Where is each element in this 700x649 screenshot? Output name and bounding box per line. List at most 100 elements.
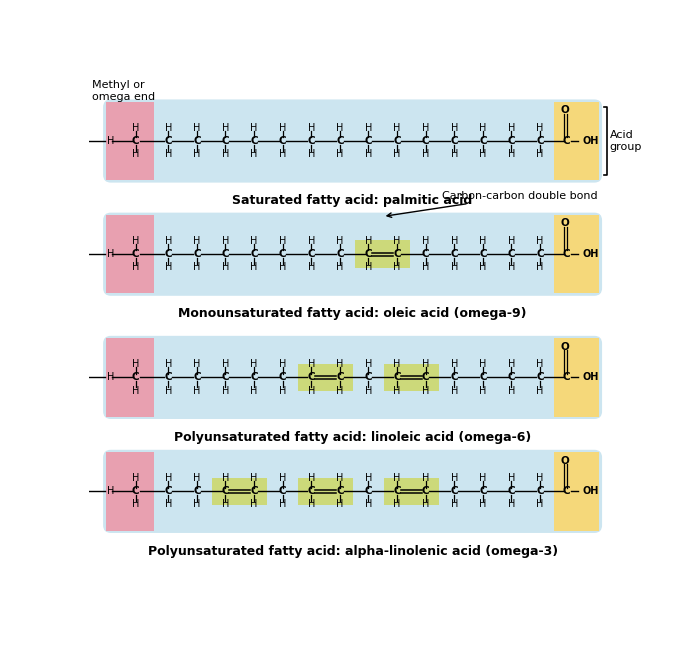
Text: H: H <box>451 500 458 509</box>
Text: H: H <box>536 500 544 509</box>
Text: H: H <box>251 360 258 369</box>
Text: H: H <box>393 149 400 159</box>
Text: H: H <box>508 386 515 395</box>
Text: H: H <box>279 236 286 246</box>
Text: H: H <box>251 123 258 133</box>
Text: H: H <box>222 236 229 246</box>
Text: OH: OH <box>582 373 598 382</box>
Text: H: H <box>307 236 315 246</box>
Text: H: H <box>536 386 544 395</box>
Text: C: C <box>222 136 229 146</box>
Text: H: H <box>479 360 486 369</box>
Text: C: C <box>279 486 286 496</box>
Text: H: H <box>508 500 515 509</box>
Text: H: H <box>107 486 114 496</box>
Text: C: C <box>279 249 286 259</box>
Bar <box>554 452 599 531</box>
Text: H: H <box>393 236 400 246</box>
Text: Polyunsaturated fatty acid: alpha-linolenic acid (omega-3): Polyunsaturated fatty acid: alpha-linole… <box>148 545 558 557</box>
Text: C: C <box>365 249 372 259</box>
Text: C: C <box>307 249 315 259</box>
Text: O: O <box>561 456 570 465</box>
Text: H: H <box>508 473 515 484</box>
Text: H: H <box>251 149 258 159</box>
Text: H: H <box>222 386 229 395</box>
Text: C: C <box>563 486 570 496</box>
Text: H: H <box>422 500 429 509</box>
Text: C: C <box>508 373 515 382</box>
Text: C: C <box>422 249 429 259</box>
Text: H: H <box>193 262 200 273</box>
Text: H: H <box>365 236 372 246</box>
Text: C: C <box>336 373 344 382</box>
Text: H: H <box>336 386 344 395</box>
Text: H: H <box>422 123 429 133</box>
Bar <box>298 363 354 391</box>
Text: H: H <box>365 360 372 369</box>
Text: H: H <box>422 236 429 246</box>
Text: H: H <box>479 123 486 133</box>
Text: H: H <box>222 473 229 484</box>
Text: H: H <box>132 149 139 159</box>
Text: H: H <box>307 500 315 509</box>
Text: H: H <box>479 262 486 273</box>
Text: C: C <box>250 486 258 496</box>
Bar <box>355 240 410 268</box>
Text: H: H <box>393 262 400 273</box>
Bar <box>554 102 599 180</box>
Text: H: H <box>451 123 458 133</box>
Text: OH: OH <box>582 486 598 496</box>
Text: H: H <box>536 473 544 484</box>
Text: C: C <box>132 373 139 382</box>
Text: H: H <box>479 149 486 159</box>
Text: C: C <box>222 486 229 496</box>
Text: H: H <box>132 236 139 246</box>
Bar <box>384 363 439 391</box>
Text: H: H <box>132 473 139 484</box>
Text: Methyl or
omega end: Methyl or omega end <box>92 80 155 102</box>
Text: H: H <box>222 262 229 273</box>
Text: H: H <box>193 473 200 484</box>
Text: H: H <box>193 360 200 369</box>
Text: H: H <box>393 360 400 369</box>
Text: H: H <box>107 136 114 146</box>
FancyBboxPatch shape <box>103 336 602 419</box>
Text: C: C <box>479 373 486 382</box>
Text: C: C <box>279 136 286 146</box>
Text: H: H <box>164 149 172 159</box>
Text: H: H <box>164 386 172 395</box>
Text: C: C <box>536 486 544 496</box>
Text: H: H <box>451 236 458 246</box>
Text: H: H <box>251 262 258 273</box>
Text: C: C <box>132 486 139 496</box>
Text: C: C <box>422 373 429 382</box>
Text: C: C <box>193 486 201 496</box>
Text: C: C <box>479 486 486 496</box>
Text: H: H <box>132 123 139 133</box>
Text: H: H <box>536 262 544 273</box>
Text: H: H <box>279 262 286 273</box>
Text: C: C <box>536 249 544 259</box>
Text: H: H <box>193 500 200 509</box>
Text: C: C <box>422 486 429 496</box>
FancyBboxPatch shape <box>103 99 602 182</box>
Text: H: H <box>393 500 400 509</box>
Text: C: C <box>222 249 229 259</box>
Text: H: H <box>279 149 286 159</box>
Text: H: H <box>132 500 139 509</box>
Text: H: H <box>451 473 458 484</box>
Text: H: H <box>508 360 515 369</box>
Bar <box>554 215 599 293</box>
Text: H: H <box>164 473 172 484</box>
Bar <box>298 478 354 505</box>
Text: H: H <box>164 360 172 369</box>
Text: C: C <box>132 249 139 259</box>
Text: H: H <box>251 473 258 484</box>
Text: H: H <box>536 123 544 133</box>
Text: H: H <box>336 500 344 509</box>
Bar <box>106 215 154 293</box>
Text: H: H <box>222 149 229 159</box>
Text: H: H <box>508 149 515 159</box>
Text: C: C <box>393 249 401 259</box>
Text: Saturated fatty acid: palmitic acid: Saturated fatty acid: palmitic acid <box>232 194 472 207</box>
